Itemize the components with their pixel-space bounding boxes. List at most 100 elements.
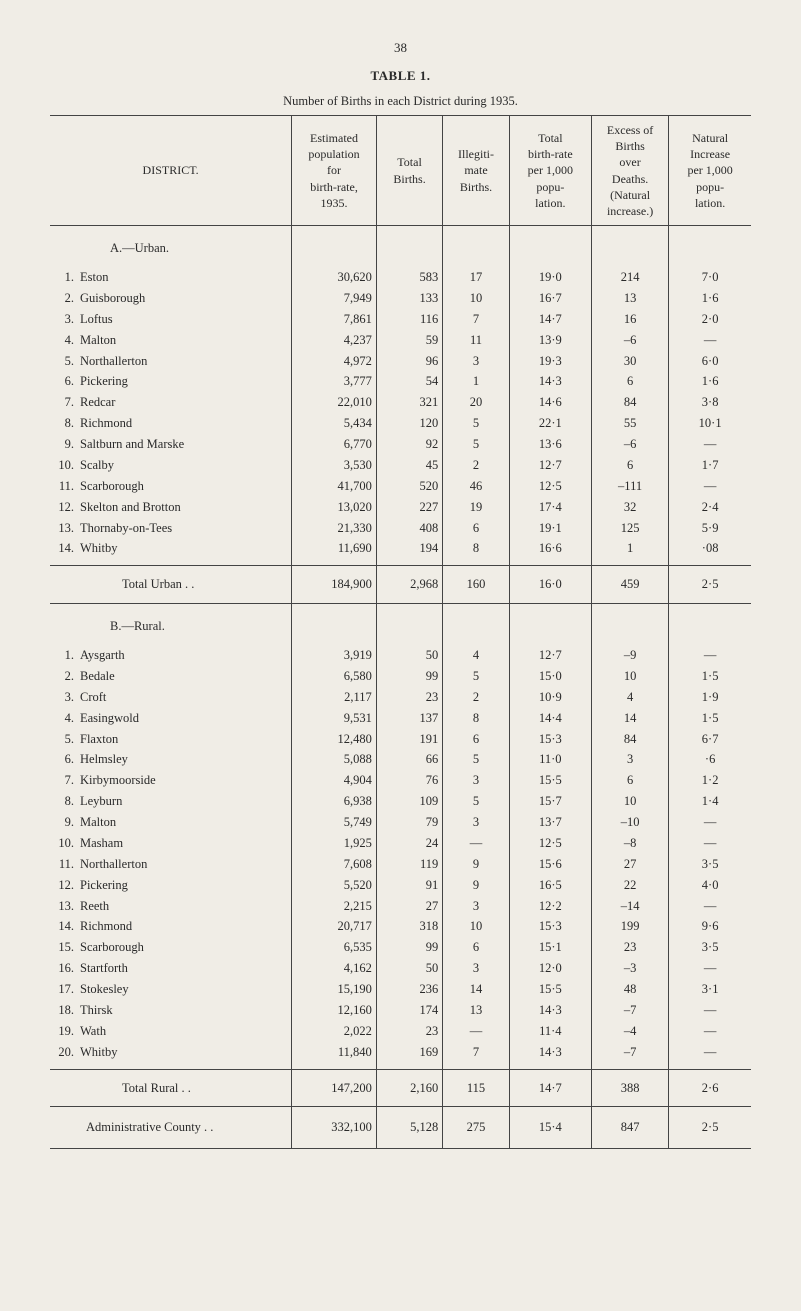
cell-excess: –8 — [591, 833, 668, 854]
cell-est: 11,840 — [292, 1042, 377, 1063]
cell-illeg: — — [443, 833, 509, 854]
cell-est: 5,088 — [292, 749, 377, 770]
section-label: A.—Urban. — [50, 226, 292, 267]
cell-natural: 1·7 — [669, 455, 751, 476]
table-row: 1.Eston30,6205831719·02147·0 — [50, 267, 751, 288]
cell-rate: 15·7 — [509, 791, 591, 812]
table-row: 1.Aysgarth3,91950412·7–9— — [50, 645, 751, 666]
cell-rate: 17·4 — [509, 497, 591, 518]
births-table: DISTRICT. Estimatedpopulationforbirth-ra… — [50, 115, 751, 1149]
cell-est: 3,777 — [292, 371, 377, 392]
cell-illeg: 8 — [443, 708, 509, 729]
cell-total-births: 59 — [376, 330, 442, 351]
cell-natural: 1·4 — [669, 791, 751, 812]
cell-excess: –6 — [591, 330, 668, 351]
cell-est: 22,010 — [292, 392, 377, 413]
total-cell: 847 — [591, 1107, 668, 1149]
cell-total-births: 109 — [376, 791, 442, 812]
cell-rate: 15·5 — [509, 979, 591, 1000]
table-row: 12.Skelton and Brotton13,0202271917·4322… — [50, 497, 751, 518]
cell-rate: 13·9 — [509, 330, 591, 351]
cell-est: 6,580 — [292, 666, 377, 687]
table-row: 2.Bedale6,58099515·0101·5 — [50, 666, 751, 687]
cell-est: 13,020 — [292, 497, 377, 518]
cell-total-births: 236 — [376, 979, 442, 1000]
row-label: 6.Pickering — [50, 371, 292, 392]
cell-natural: 5·9 — [669, 518, 751, 539]
cell-total-births: 91 — [376, 875, 442, 896]
cell-est: 41,700 — [292, 476, 377, 497]
table-row: 14.Richmond20,7173181015·31999·6 — [50, 916, 751, 937]
total-cell: 160 — [443, 566, 509, 604]
row-label: 10.Masham — [50, 833, 292, 854]
cell-total-births: 66 — [376, 749, 442, 770]
cell-natural: — — [669, 1021, 751, 1042]
cell-est: 6,938 — [292, 791, 377, 812]
cell-natural: 1·5 — [669, 708, 751, 729]
cell-rate: 14·4 — [509, 708, 591, 729]
row-label: 5.Flaxton — [50, 729, 292, 750]
cell-total-births: 120 — [376, 413, 442, 434]
total-row: Total Rural . .147,2002,16011514·73882·6 — [50, 1069, 751, 1107]
cell-est: 7,949 — [292, 288, 377, 309]
cell-illeg: 4 — [443, 645, 509, 666]
row-label: 9.Malton — [50, 812, 292, 833]
cell-natural: — — [669, 833, 751, 854]
total-cell: 2·5 — [669, 566, 751, 604]
table-row: 11.Northallerton7,608119915·6273·5 — [50, 854, 751, 875]
cell-total-births: 137 — [376, 708, 442, 729]
total-label: Administrative County . . — [50, 1107, 292, 1149]
cell-est: 11,690 — [292, 538, 377, 559]
cell-rate: 12·7 — [509, 645, 591, 666]
total-cell: 332,100 — [292, 1107, 377, 1149]
cell-illeg: 17 — [443, 267, 509, 288]
cell-excess: 6 — [591, 770, 668, 791]
cell-illeg: 9 — [443, 854, 509, 875]
row-label: 18.Thirsk — [50, 1000, 292, 1021]
cell-natural: 1·5 — [669, 666, 751, 687]
cell-total-births: 520 — [376, 476, 442, 497]
table-row: 7.Redcar22,0103212014·6843·8 — [50, 392, 751, 413]
table-row: 16.Startforth4,16250312·0–3— — [50, 958, 751, 979]
cell-natural: 1·9 — [669, 687, 751, 708]
table-row: 9.Saltburn and Marske6,77092513·6–6— — [50, 434, 751, 455]
cell-rate: 14·6 — [509, 392, 591, 413]
total-cell: 459 — [591, 566, 668, 604]
cell-total-births: 99 — [376, 666, 442, 687]
total-label: Total Urban . . — [50, 566, 292, 604]
cell-excess: 84 — [591, 392, 668, 413]
cell-est: 4,237 — [292, 330, 377, 351]
row-label: 8.Leyburn — [50, 791, 292, 812]
row-label: 7.Kirbymoorside — [50, 770, 292, 791]
cell-total-births: 133 — [376, 288, 442, 309]
cell-illeg: 3 — [443, 351, 509, 372]
cell-natural: 1·6 — [669, 288, 751, 309]
section-header: A.—Urban. — [50, 226, 751, 267]
cell-illeg: 3 — [443, 896, 509, 917]
cell-total-births: 50 — [376, 645, 442, 666]
cell-illeg: 7 — [443, 1042, 509, 1063]
cell-illeg: 7 — [443, 309, 509, 330]
row-label: 1.Eston — [50, 267, 292, 288]
cell-natural: 3·8 — [669, 392, 751, 413]
cell-rate: 11·4 — [509, 1021, 591, 1042]
cell-excess: –7 — [591, 1000, 668, 1021]
cell-illeg: 5 — [443, 791, 509, 812]
total-label: Total Rural . . — [50, 1069, 292, 1107]
cell-rate: 12·5 — [509, 476, 591, 497]
cell-total-births: 227 — [376, 497, 442, 518]
cell-illeg: 5 — [443, 434, 509, 455]
section-header: B.—Rural. — [50, 604, 751, 645]
table-row: 7.Kirbymoorside4,90476315·561·2 — [50, 770, 751, 791]
row-label: 2.Bedale — [50, 666, 292, 687]
cell-total-births: 50 — [376, 958, 442, 979]
hdr-excess: Excess ofBirthsoverDeaths.(Naturalincrea… — [591, 116, 668, 226]
cell-excess: 214 — [591, 267, 668, 288]
cell-natural: — — [669, 434, 751, 455]
row-label: 11.Scarborough — [50, 476, 292, 497]
table-row: 3.Loftus7,861116714·7162·0 — [50, 309, 751, 330]
row-label: 13.Thornaby-on-Tees — [50, 518, 292, 539]
cell-rate: 22·1 — [509, 413, 591, 434]
cell-illeg: 5 — [443, 413, 509, 434]
table-row: 13.Reeth2,21527312·2–14— — [50, 896, 751, 917]
